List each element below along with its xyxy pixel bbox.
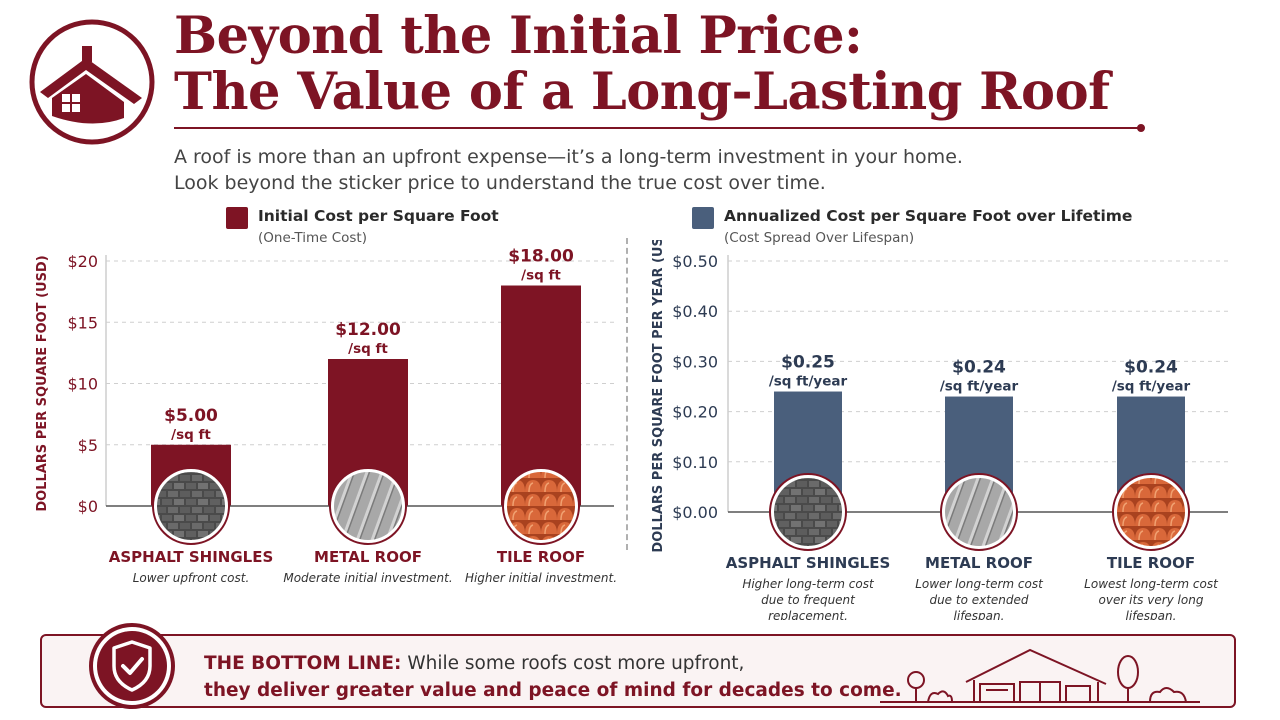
subtitle-line-2: Look beyond the sticker price to underst… — [174, 172, 826, 194]
category-description-metal: Moderate initial investment. — [283, 571, 452, 585]
legend-subtitle-annualized: (Cost Spread Over Lifespan) — [724, 230, 915, 246]
value-label-asphalt: $0.25 — [781, 353, 835, 373]
house-logo-icon — [29, 19, 155, 145]
category-label-tile: TILE ROOF — [1107, 554, 1195, 572]
y-tick-label: $0.50 — [672, 252, 718, 271]
y-tick-label: $0 — [78, 497, 98, 516]
unit-label-metal: /sq ft — [348, 341, 388, 357]
y-tick-label: $5 — [78, 436, 98, 455]
tile-texture-icon — [1117, 478, 1185, 546]
asphalt-texture-icon — [157, 472, 225, 540]
annualized-cost-chart: DOLLARS PER SQUARE FOOT PER YEAR (USD) $0… — [651, 240, 1228, 620]
legend-swatch-annualized — [692, 207, 714, 229]
y-tick-label: $10 — [67, 375, 98, 394]
category-label-asphalt: ASPHALT SHINGLES — [109, 548, 274, 566]
category-description-tile: Higher initial investment. — [465, 571, 617, 585]
metal-texture-icon — [334, 472, 402, 540]
title-underline — [174, 127, 1140, 129]
y-tick-label: $20 — [67, 252, 98, 271]
unit-label-tile: /sq ft/year — [1112, 379, 1191, 395]
y-tick-label: $0.40 — [672, 302, 718, 321]
y-tick-label: $15 — [67, 313, 98, 332]
title-line-2: The Value of a Long-Lasting Roof — [174, 62, 1110, 122]
shield-check-icon — [89, 623, 175, 709]
subtitle-line-1: A roof is more than an upfront expense—i… — [174, 146, 963, 168]
bottom-line-text: THE BOTTOM LINE: While some roofs cost m… — [204, 650, 902, 704]
category-description-asphalt: due to frequent — [761, 593, 856, 607]
unit-label-asphalt: /sq ft/year — [769, 374, 848, 390]
value-label-tile: $18.00 — [508, 247, 574, 267]
y-tick-label: $0.30 — [672, 352, 718, 371]
value-label-tile: $0.24 — [1124, 358, 1178, 378]
page-subtitle: A roof is more than an upfront expense—i… — [174, 144, 1074, 196]
category-description-asphalt: replacement. — [768, 609, 848, 620]
title-underline-dot — [1137, 124, 1145, 132]
category-label-metal: METAL ROOF — [925, 554, 1033, 572]
unit-label-asphalt: /sq ft — [171, 427, 211, 443]
y-tick-label: $0.10 — [672, 453, 718, 472]
tile-texture-icon — [507, 472, 575, 540]
category-description-asphalt: Higher long-term cost — [742, 577, 875, 591]
category-description-metal: lifespan. — [954, 609, 1005, 620]
category-description-asphalt: Lower upfront cost. — [133, 571, 250, 585]
value-label-metal: $0.24 — [952, 358, 1006, 378]
bottom-line-heading: THE BOTTOM LINE: — [204, 653, 402, 674]
initial-cost-chart: DOLLARS PER SQUARE FOOT (USD) $20 $15 $10 $5… — [35, 247, 617, 586]
legend-title-annualized: Annualized Cost per Square Foot over Lif… — [724, 207, 1133, 225]
page-title: Beyond the Initial Price: The Value of a… — [174, 8, 1174, 120]
bottom-line-panel — [40, 634, 1236, 708]
category-description-metal: Lower long-term cost — [915, 577, 1044, 591]
value-label-metal: $12.00 — [335, 320, 401, 340]
bottom-line-line2: they deliver greater value and peace of … — [204, 680, 902, 701]
value-label-asphalt: $5.00 — [164, 406, 218, 426]
title-line-1: Beyond the Initial Price: — [174, 6, 863, 66]
chart-divider — [626, 238, 628, 550]
y-axis-label: DOLLARS PER SQUARE FOOT (USD) — [35, 255, 50, 511]
category-description-metal: due to extended — [929, 593, 1028, 607]
house-scene-icon — [880, 648, 1200, 703]
category-label-metal: METAL ROOF — [314, 548, 422, 566]
legend-subtitle-initial: (One-Time Cost) — [258, 230, 367, 246]
category-label-tile: TILE ROOF — [497, 548, 585, 566]
y-axis-label: DOLLARS PER SQUARE FOOT PER YEAR (USD) — [651, 240, 666, 553]
legend-swatch-initial — [226, 207, 248, 229]
category-description-tile: lifespan. — [1126, 609, 1177, 620]
y-tick-label: $0.00 — [672, 503, 718, 522]
bottom-line-line1: While some roofs cost more upfront, — [407, 653, 745, 674]
category-description-tile: Lowest long-term cost — [1084, 577, 1219, 591]
unit-label-tile: /sq ft — [521, 268, 561, 284]
metal-texture-icon — [945, 478, 1013, 546]
unit-label-metal: /sq ft/year — [940, 379, 1019, 395]
asphalt-texture-icon — [774, 478, 842, 546]
y-tick-label: $0.20 — [672, 403, 718, 422]
category-label-asphalt: ASPHALT SHINGLES — [726, 554, 891, 572]
category-description-tile: over its very long — [1099, 593, 1204, 607]
legend-title-initial: Initial Cost per Square Foot — [258, 207, 499, 225]
